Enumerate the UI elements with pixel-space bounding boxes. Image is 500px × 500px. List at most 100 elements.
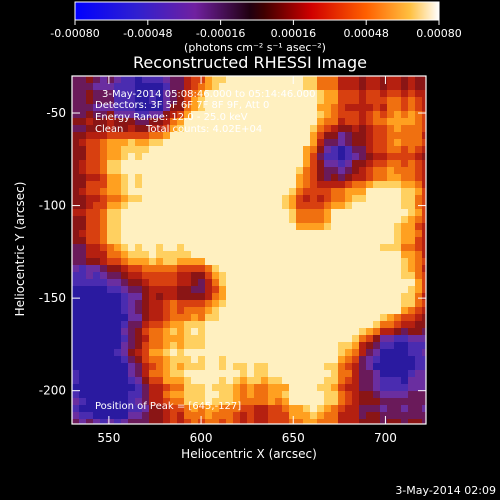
heatmap-cell — [394, 167, 401, 174]
heatmap-cell — [100, 356, 107, 363]
heatmap-cell — [366, 265, 373, 272]
heatmap-cell — [275, 188, 282, 195]
heatmap-cell — [359, 237, 366, 244]
heatmap-cell — [79, 174, 86, 181]
heatmap-cell — [219, 272, 226, 279]
heatmap-cell — [282, 76, 289, 83]
heatmap-cell — [422, 279, 426, 286]
heatmap-cell — [310, 125, 317, 132]
heatmap-cell — [338, 132, 345, 139]
heatmap-cell — [303, 216, 310, 223]
heatmap-cell — [366, 335, 373, 342]
heatmap-cell — [359, 209, 366, 216]
heatmap-cell — [345, 97, 352, 104]
heatmap-cell — [226, 272, 233, 279]
heatmap-cell — [345, 104, 352, 111]
heatmap-cell — [128, 202, 135, 209]
heatmap-cell — [142, 174, 149, 181]
heatmap-cell — [387, 139, 394, 146]
heatmap-cell — [107, 405, 114, 412]
heatmap-cell — [254, 111, 261, 118]
heatmap-cell — [72, 293, 79, 300]
heatmap-cell — [352, 251, 359, 258]
heatmap-cell — [401, 377, 408, 384]
heatmap-cell — [296, 153, 303, 160]
heatmap-cell — [324, 223, 331, 230]
heatmap-cell — [310, 202, 317, 209]
heatmap-cell — [142, 370, 149, 377]
heatmap-cell — [324, 272, 331, 279]
heatmap-cell — [177, 391, 184, 398]
heatmap-cell — [387, 97, 394, 104]
heatmap-cell — [156, 104, 163, 111]
heatmap-cell — [422, 223, 426, 230]
heatmap-cell — [331, 195, 338, 202]
heatmap-cell — [128, 335, 135, 342]
heatmap-cell — [128, 174, 135, 181]
heatmap-cell — [415, 258, 422, 265]
heatmap-cell — [324, 342, 331, 349]
heatmap-cell — [310, 181, 317, 188]
heatmap-cell — [261, 111, 268, 118]
heatmap-cell — [366, 97, 373, 104]
heatmap-cell — [303, 363, 310, 370]
heatmap-cell — [177, 342, 184, 349]
heatmap-cell — [212, 349, 219, 356]
heatmap-cell — [121, 384, 128, 391]
heatmap-cell — [100, 111, 107, 118]
heatmap-cell — [268, 146, 275, 153]
heatmap-cell — [380, 104, 387, 111]
heatmap-cell — [107, 209, 114, 216]
heatmap-cell — [184, 125, 191, 132]
heatmap-cell — [184, 398, 191, 405]
heatmap-cell — [282, 314, 289, 321]
heatmap-cell — [324, 104, 331, 111]
heatmap-cell — [107, 90, 114, 97]
heatmap-cell — [226, 370, 233, 377]
heatmap-cell — [352, 335, 359, 342]
heatmap-cell — [156, 412, 163, 419]
heatmap-cell — [352, 118, 359, 125]
heatmap-cell — [289, 335, 296, 342]
heatmap-cell — [338, 118, 345, 125]
heatmap-cell — [72, 195, 79, 202]
colorbar-tick-label: 0.00016 — [271, 27, 317, 40]
heatmap-cell — [142, 202, 149, 209]
heatmap-cell — [254, 153, 261, 160]
heatmap-cell — [331, 412, 338, 419]
heatmap-cell — [296, 258, 303, 265]
heatmap-cell — [408, 83, 415, 90]
heatmap-cell — [212, 90, 219, 97]
heatmap-cell — [401, 90, 408, 97]
heatmap-cell — [380, 412, 387, 419]
heatmap-cell — [422, 314, 426, 321]
heatmap-cell — [394, 314, 401, 321]
heatmap-cell — [310, 419, 317, 424]
heatmap-cell — [352, 83, 359, 90]
heatmap-cell — [394, 251, 401, 258]
heatmap-cell — [107, 307, 114, 314]
heatmap-cell — [366, 300, 373, 307]
heatmap-cell — [366, 307, 373, 314]
heatmap-cell — [212, 251, 219, 258]
heatmap-cell — [135, 419, 142, 424]
heatmap-cell — [352, 97, 359, 104]
heatmap-cell — [247, 216, 254, 223]
heatmap-cell — [408, 286, 415, 293]
heatmap-cell — [100, 405, 107, 412]
heatmap-cell — [184, 370, 191, 377]
heatmap-cell — [401, 342, 408, 349]
heatmap-cell — [247, 139, 254, 146]
heatmap-cell — [268, 188, 275, 195]
heatmap-cell — [135, 167, 142, 174]
heatmap-cell — [135, 90, 142, 97]
heatmap-cell — [261, 363, 268, 370]
heatmap-cell — [100, 188, 107, 195]
heatmap-cell — [142, 223, 149, 230]
heatmap-cell — [359, 265, 366, 272]
heatmap-cell — [107, 237, 114, 244]
heatmap-cell — [191, 258, 198, 265]
heatmap-cell — [226, 307, 233, 314]
heatmap-cell — [254, 97, 261, 104]
heatmap-cell — [261, 139, 268, 146]
